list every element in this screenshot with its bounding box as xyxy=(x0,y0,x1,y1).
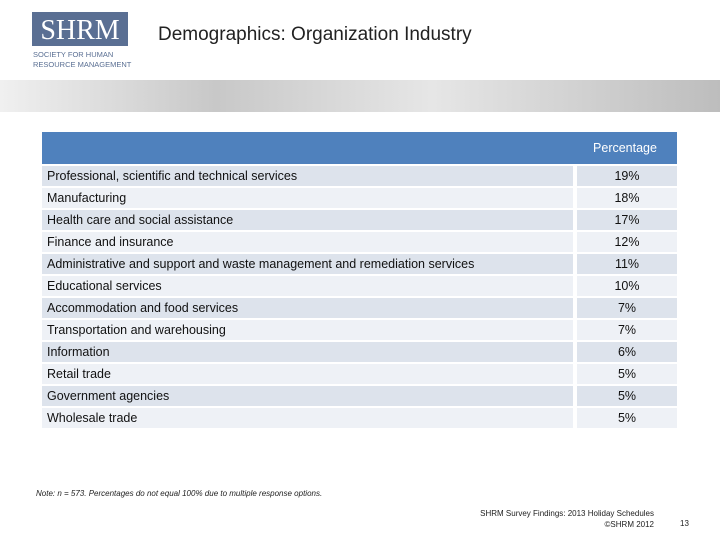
industry-cell: Transportation and warehousing xyxy=(42,320,573,340)
industry-cell: Retail trade xyxy=(42,364,573,384)
percent-cell: 19% xyxy=(573,166,677,186)
percent-cell: 18% xyxy=(573,188,677,208)
footer: SHRM Survey Findings: 2013 Holiday Sched… xyxy=(420,508,654,530)
industry-cell: Educational services xyxy=(42,276,573,296)
column-header: Percentage xyxy=(573,132,677,164)
footer-line: SHRM Survey Findings: 2013 Holiday Sched… xyxy=(480,509,654,518)
percent-cell: 6% xyxy=(573,342,677,362)
table-row: Information 6% xyxy=(42,342,677,362)
logo-line: RESOURCE MANAGEMENT xyxy=(33,60,132,69)
industry-cell: Accommodation and food services xyxy=(42,298,573,318)
logo-line: SOCIETY FOR HUMAN xyxy=(33,50,113,59)
table-row: Professional, scientific and technical s… xyxy=(42,166,677,186)
industry-cell: Wholesale trade xyxy=(42,408,573,428)
table-row: Government agencies 5% xyxy=(42,386,677,406)
footer-line: ©SHRM 2012 xyxy=(604,520,654,529)
percent-cell: 11% xyxy=(573,254,677,274)
column-header xyxy=(42,132,573,164)
logo: SHRM SOCIETY FOR HUMAN RESOURCE MANAGEME… xyxy=(32,12,132,69)
logo-mark: SHRM xyxy=(40,15,119,46)
table-row: Transportation and warehousing 7% xyxy=(42,320,677,340)
title: Demographics: Organization Industry xyxy=(158,24,472,45)
logo-box xyxy=(32,12,128,46)
table-row: Educational services 10% xyxy=(42,276,677,296)
percent-cell: 17% xyxy=(573,210,677,230)
table-row: Health care and social assistance 17% xyxy=(42,210,677,230)
table-row: Wholesale trade 5% xyxy=(42,408,677,428)
table: Percentage Professional, scientific and … xyxy=(42,130,677,430)
industry-cell: Administrative and support and waste man… xyxy=(42,254,573,274)
industry-cell: Government agencies xyxy=(42,386,573,406)
percent-cell: 5% xyxy=(573,364,677,384)
percent-cell: 7% xyxy=(573,320,677,340)
percent-cell: 7% xyxy=(573,298,677,318)
industry-cell: Professional, scientific and technical s… xyxy=(42,166,573,186)
percent-cell: 5% xyxy=(573,386,677,406)
industry-cell: Finance and insurance xyxy=(42,232,573,252)
percent-cell: 5% xyxy=(573,408,677,428)
table-row: Finance and insurance 12% xyxy=(42,232,677,252)
percent-cell: 10% xyxy=(573,276,677,296)
industry-cell: Information xyxy=(42,342,573,362)
table-row: Manufacturing 18% xyxy=(42,188,677,208)
table-row: Retail trade 5% xyxy=(42,364,677,384)
note: Note: n = 573. Percentages do not equal … xyxy=(36,489,323,498)
header-band xyxy=(0,80,720,112)
industry-cell: Manufacturing xyxy=(42,188,573,208)
page-number: 13 xyxy=(680,519,689,528)
table-row: Accommodation and food services 7% xyxy=(42,298,677,318)
industry-cell: Health care and social assistance xyxy=(42,210,573,230)
table-row: Administrative and support and waste man… xyxy=(42,254,677,274)
percent-cell: 12% xyxy=(573,232,677,252)
